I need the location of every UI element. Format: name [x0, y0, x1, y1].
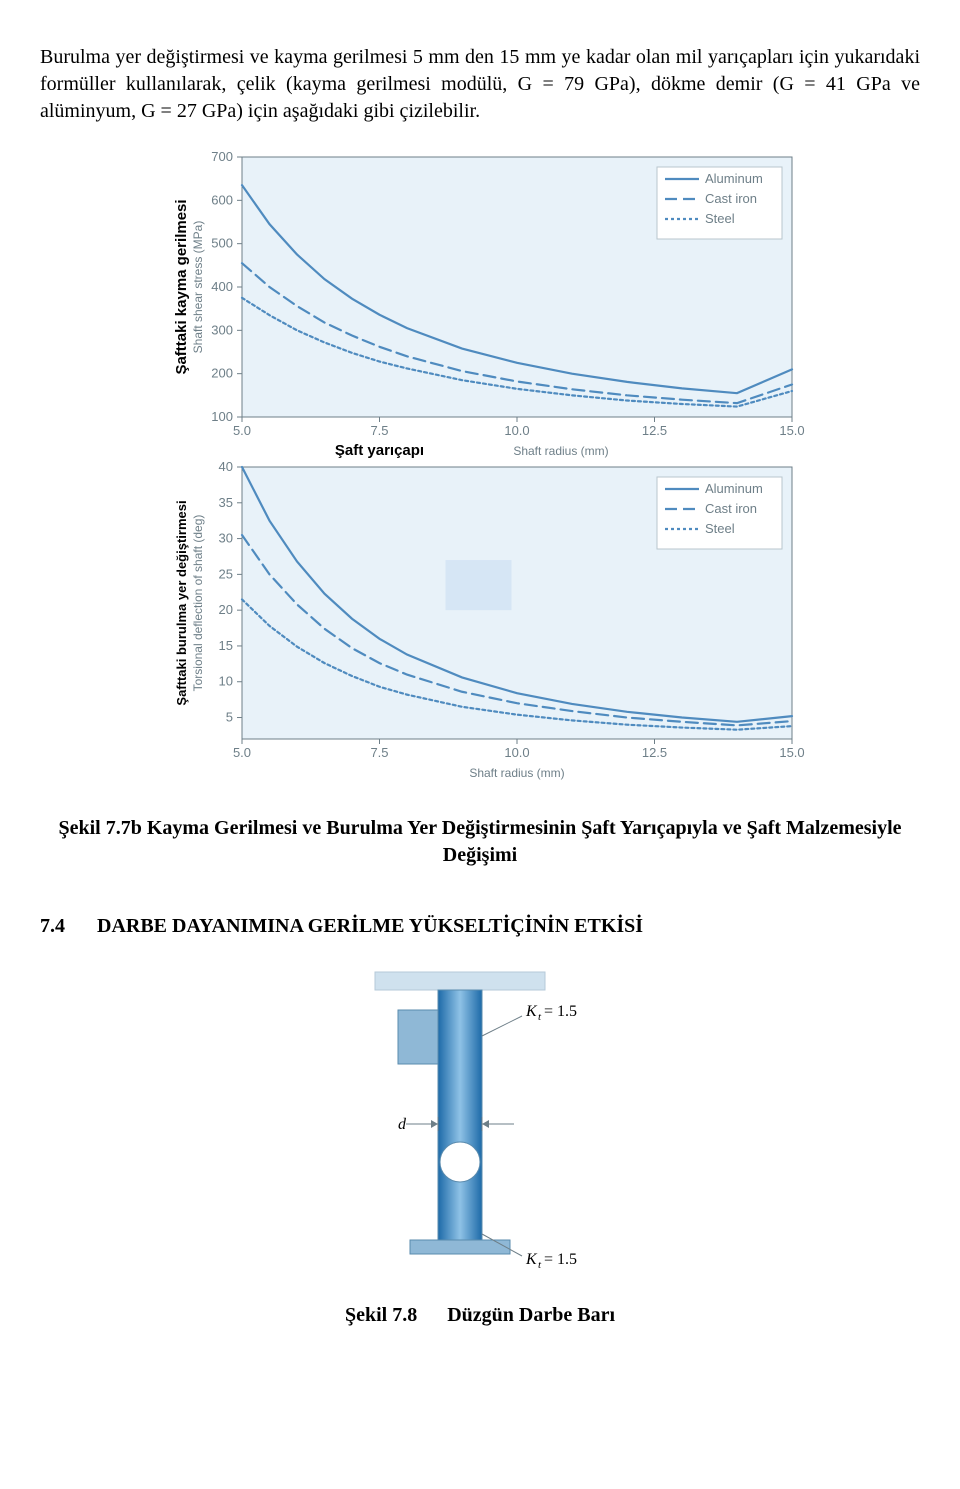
svg-text:300: 300 [211, 322, 233, 337]
svg-text:200: 200 [211, 366, 233, 381]
svg-text:700: 700 [211, 149, 233, 164]
svg-text:Cast iron: Cast iron [705, 501, 757, 516]
svg-text:5.0: 5.0 [233, 745, 251, 760]
svg-text:30: 30 [219, 531, 233, 546]
svg-text:12.5: 12.5 [642, 423, 667, 438]
svg-text:K: K [525, 1251, 538, 1268]
impact-bar-figure: Kt = 1.5 Kt = 1.5 d [40, 964, 920, 1274]
svg-text:Steel: Steel [705, 211, 735, 226]
svg-text:= 1.5: = 1.5 [544, 1251, 577, 1268]
svg-text:500: 500 [211, 236, 233, 251]
shear-stress-chart: 100 200 300 400 500 600 700 5.0 7.5 10.0 12.5 15.0 Ş… [40, 145, 920, 465]
svg-text:Cast iron: Cast iron [705, 191, 757, 206]
svg-text:15: 15 [219, 638, 233, 653]
svg-text:12.5: 12.5 [642, 745, 667, 760]
intro-paragraph: Burulma yer değiştirmesi ve kayma gerilm… [40, 44, 920, 125]
svg-text:10.0: 10.0 [504, 745, 529, 760]
svg-text:35: 35 [219, 495, 233, 510]
svg-text:Şafttaki kayma gerilmesi: Şafttaki kayma gerilmesi [173, 199, 190, 374]
svg-text:5.0: 5.0 [233, 423, 251, 438]
svg-text:Shaft radius (mm): Shaft radius (mm) [513, 444, 608, 458]
svg-text:20: 20 [219, 602, 233, 617]
svg-text:t: t [538, 1259, 542, 1271]
svg-text:Shaft shear stress (MPa): Shaft shear stress (MPa) [191, 221, 205, 354]
svg-text:5: 5 [226, 710, 233, 725]
svg-text:K: K [525, 1003, 538, 1020]
svg-text:400: 400 [211, 279, 233, 294]
section-number: 7.4 [40, 915, 65, 938]
svg-text:Şafttaki burulma yer değiştirm: Şafttaki burulma yer değiştirmesi [174, 500, 189, 705]
svg-text:7.5: 7.5 [370, 423, 388, 438]
svg-text:Shaft radius (mm): Shaft radius (mm) [469, 766, 564, 780]
figure-7-8-caption: Şekil 7.8 Düzgün Darbe Barı [40, 1304, 920, 1327]
svg-text:15.0: 15.0 [779, 745, 804, 760]
svg-text:10: 10 [219, 674, 233, 689]
svg-text:7.5: 7.5 [370, 745, 388, 760]
svg-text:25: 25 [219, 566, 233, 581]
svg-text:15.0: 15.0 [779, 423, 804, 438]
svg-text:= 1.5: = 1.5 [544, 1003, 577, 1020]
figure-7-8-title: Düzgün Darbe Barı [447, 1304, 615, 1326]
svg-text:40: 40 [219, 459, 233, 474]
figure-7-7b-caption: Şekil 7.7b Kayma Gerilmesi ve Burulma Ye… [40, 815, 920, 869]
svg-text:d: d [398, 1116, 407, 1133]
svg-text:Aluminum: Aluminum [705, 171, 763, 186]
torsional-deflection-chart: 5 10 15 20 25 30 35 40 5.0 7.5 10.0 12.5 15.0 Şafttak… [40, 459, 920, 789]
svg-text:Şaft yarıçapı: Şaft yarıçapı [335, 442, 424, 459]
svg-text:Aluminum: Aluminum [705, 481, 763, 496]
svg-text:Torsional deflection of shaft: Torsional deflection of shaft (deg) [191, 515, 205, 692]
svg-text:10.0: 10.0 [504, 423, 529, 438]
svg-text:100: 100 [211, 409, 233, 424]
svg-text:600: 600 [211, 192, 233, 207]
section-title: DARBE DAYANIMINA GERİLME YÜKSELTİÇİNİN E… [97, 915, 643, 938]
svg-text:t: t [538, 1011, 542, 1023]
svg-text:Steel: Steel [705, 521, 735, 536]
figure-7-8-prefix: Şekil 7.8 [345, 1304, 417, 1326]
